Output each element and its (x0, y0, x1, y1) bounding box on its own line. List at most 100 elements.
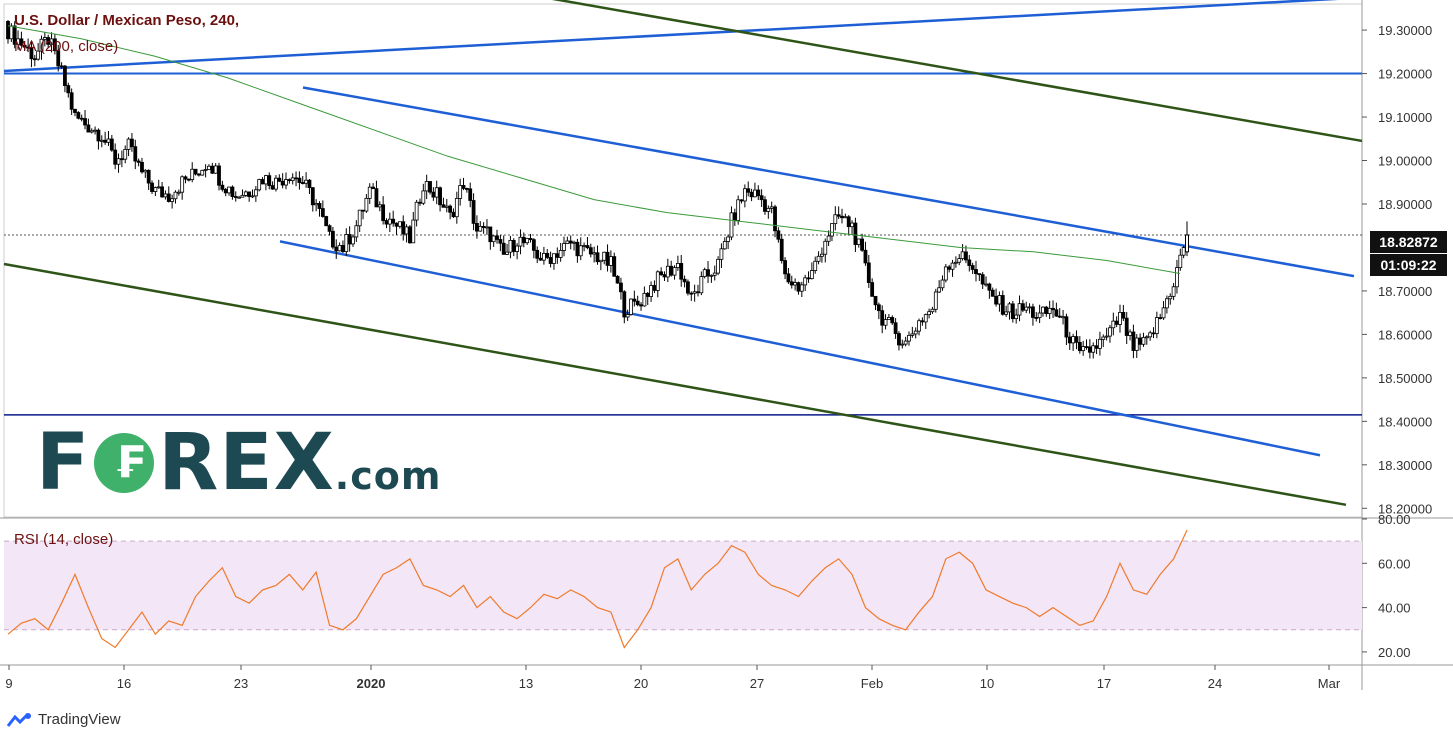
candle-body (555, 253, 560, 258)
candle-body (270, 185, 275, 190)
candle-body (387, 218, 392, 225)
candle-body (495, 235, 499, 240)
candle-body (488, 226, 493, 243)
candle-body (19, 38, 24, 46)
candle-body (897, 333, 901, 346)
candle-body (377, 204, 382, 208)
price-tick-label: 18.50000 (1378, 371, 1432, 386)
candle-body (170, 198, 175, 202)
candle-body (471, 200, 476, 224)
candle-body (675, 263, 680, 268)
candle-body (1144, 336, 1149, 339)
candle-body (1047, 307, 1052, 314)
price-tick-label: 19.10000 (1378, 110, 1432, 125)
candle-body (548, 257, 553, 264)
candle-body (722, 241, 727, 250)
candle-body (773, 206, 777, 232)
candle-body (699, 276, 704, 294)
candle-body (1034, 317, 1039, 319)
candle-body (264, 175, 268, 185)
countdown-badge: 01:09:22 (1370, 254, 1447, 276)
candle-body (203, 169, 208, 171)
forex-logo: F ₣ REX.com (36, 424, 441, 502)
candle-body (595, 252, 600, 263)
candle-body (1017, 303, 1022, 316)
candle-body (39, 38, 44, 52)
candle-body (927, 311, 931, 316)
candle-body (29, 47, 34, 60)
candle-body (990, 289, 995, 297)
candle-body (441, 204, 446, 208)
candle-body (793, 282, 798, 286)
candle-body (994, 295, 998, 305)
candle-body (903, 340, 908, 345)
candle-body (856, 238, 861, 245)
candle-body (796, 282, 801, 292)
candle-body (1098, 338, 1102, 349)
ma200-line (7, 25, 1181, 275)
candle-body (237, 196, 242, 199)
candle-body (572, 241, 576, 244)
forex-logo-suffix: .com (334, 454, 442, 498)
candle-body (883, 319, 888, 326)
candle-body (625, 314, 630, 318)
candle-body (421, 190, 426, 204)
candle-body (314, 203, 319, 206)
candle-body (612, 256, 617, 277)
forex-logo-f: F (36, 418, 91, 508)
candle-body (341, 245, 345, 252)
candle-body (655, 271, 660, 291)
candle-body (565, 240, 570, 244)
candle-body (840, 215, 844, 219)
candle-body (320, 208, 325, 217)
candle-body (806, 277, 811, 280)
candle-body (662, 274, 667, 278)
candle-body (1031, 306, 1035, 318)
candle-body (913, 330, 918, 335)
candle-body (324, 216, 329, 227)
time-tick-label: 9 (5, 676, 12, 691)
candle-body (984, 283, 988, 286)
candle-body (558, 250, 563, 258)
tradingview-brand[interactable]: TradingView (6, 711, 121, 728)
candle-body (809, 270, 814, 279)
candle-body (1171, 286, 1176, 297)
candle-body (257, 179, 262, 191)
candle-body (880, 310, 885, 326)
candle-body (1057, 315, 1062, 318)
candle-body (1141, 337, 1146, 345)
candle-body (12, 25, 17, 45)
candle-body (1061, 316, 1065, 319)
candle-body (6, 20, 10, 40)
price-tick-label: 19.30000 (1378, 23, 1432, 38)
candle-body (260, 179, 265, 185)
candle-body (598, 259, 603, 263)
candle-body (337, 245, 342, 252)
candle-body (863, 249, 868, 264)
candle-body (381, 204, 386, 221)
candle-body (176, 191, 181, 194)
candle-body (1168, 295, 1173, 300)
candle-body (119, 158, 124, 161)
price-tick-label: 18.20000 (1378, 501, 1432, 516)
candle-body (99, 139, 104, 142)
time-tick-label: 13 (519, 676, 533, 691)
candle-body (411, 219, 416, 244)
candle-body (143, 169, 148, 173)
candle-body (860, 238, 865, 251)
candle-body (622, 291, 627, 318)
candle-body (126, 138, 131, 150)
candle-body (357, 209, 362, 227)
candle-body (1121, 312, 1126, 319)
rsi-line (7, 529, 1188, 649)
price-tick-label: 18.60000 (1378, 327, 1432, 342)
candle-body (1007, 303, 1012, 313)
candle-body (86, 124, 91, 133)
candle-body (52, 38, 57, 52)
candle-body (977, 273, 982, 276)
candle-body (133, 146, 138, 162)
outer-channel-top-line (551, 0, 1363, 143)
candle-body (183, 176, 188, 180)
candle-body (923, 314, 928, 323)
